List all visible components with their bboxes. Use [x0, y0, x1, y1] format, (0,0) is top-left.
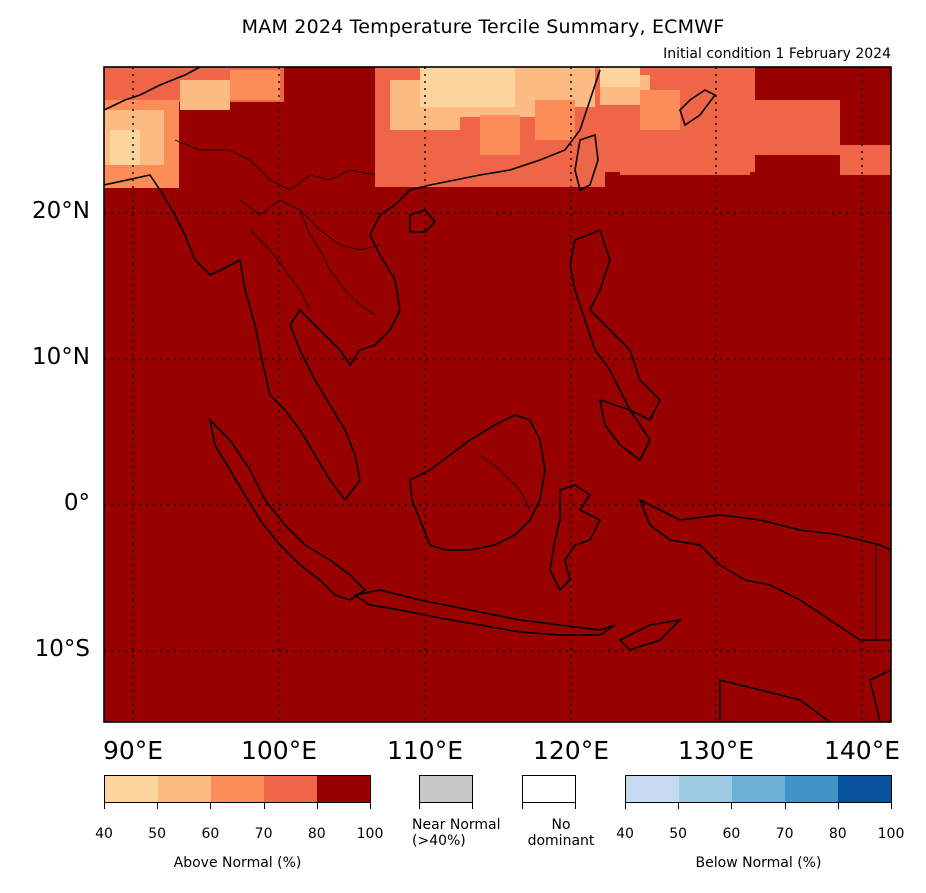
- lon-label-100e: 100°E: [240, 736, 317, 765]
- colorbar-tick: [316, 803, 318, 809]
- colorbar-tick: [731, 803, 733, 809]
- tick: [419, 803, 420, 809]
- colorbar-tick-label: 70: [254, 826, 273, 842]
- colorbar-tick-label: 50: [148, 826, 167, 842]
- coastlines: [104, 67, 891, 722]
- colorbar-tick: [678, 803, 680, 809]
- colorbar-tick: [784, 803, 786, 809]
- probability-cells-lightest: [110, 67, 640, 165]
- lon-label-140e: 140°E: [823, 736, 900, 765]
- colorbar-cell: [317, 776, 370, 802]
- lon-label-130e: 130°E: [677, 736, 754, 765]
- above-normal-label: Above Normal (%): [173, 855, 302, 871]
- tick: [575, 803, 576, 809]
- colorbar-tick-label: 80: [828, 826, 847, 842]
- lon-label-120e: 120°E: [532, 736, 609, 765]
- colorbar-tick: [263, 803, 265, 809]
- colorbar-tick-label: 60: [201, 826, 220, 842]
- colorbar-tick-label: 100: [356, 826, 384, 842]
- colorbar-tick: [157, 803, 159, 809]
- above-normal-colorbar: [104, 775, 371, 803]
- tick: [522, 803, 523, 809]
- colorbar-cell: [158, 776, 211, 802]
- colorbar-tick-label: 80: [307, 826, 326, 842]
- no-dominant-line2: dominant: [527, 833, 595, 849]
- map-subtitle: Initial condition 1 February 2024: [663, 46, 891, 62]
- lat-label-20n: 20°N: [32, 198, 90, 224]
- probability-cells-mid: [230, 70, 680, 155]
- colorbar-cell: [211, 776, 264, 802]
- map-frame: [103, 66, 892, 723]
- colorbar-tick-label: 100: [877, 826, 905, 842]
- colorbar-tick: [210, 803, 212, 809]
- country-borders: [174, 139, 877, 640]
- near-normal-line2: (>40%): [412, 833, 466, 849]
- lat-label-0: 0°: [63, 490, 90, 516]
- lat-label-10n: 10°N: [32, 344, 90, 370]
- colorbar-cell: [838, 776, 891, 802]
- colorbar-cell: [732, 776, 785, 802]
- colorbar-tick: [891, 803, 892, 809]
- colorbar-tick-label: 40: [95, 826, 113, 842]
- no-dominant-swatch: [522, 775, 576, 803]
- colorbar-tick-label: 60: [722, 826, 741, 842]
- no-dominant-label: No dominant: [516, 817, 606, 849]
- colorbar-cell: [264, 776, 317, 802]
- near-normal-swatch: [419, 775, 473, 803]
- lon-label-90e: 90°E: [102, 736, 164, 765]
- no-dominant-line1: No: [551, 817, 571, 833]
- below-normal-label: Below Normal (%): [695, 855, 822, 871]
- colorbar-tick: [104, 803, 105, 809]
- tick: [472, 803, 473, 809]
- lat-label-10s: 10°S: [34, 636, 90, 662]
- map-title: MAM 2024 Temperature Tercile Summary, EC…: [241, 16, 725, 38]
- lon-label-110e: 110°E: [386, 736, 463, 765]
- near-normal-line1: Near Normal: [412, 817, 501, 833]
- colorbar-cell: [679, 776, 732, 802]
- colorbar-cell: [105, 776, 158, 802]
- colorbar-tick: [625, 803, 626, 809]
- colorbar-tick-label: 50: [669, 826, 688, 842]
- near-normal-label: Near Normal (>40%): [412, 817, 532, 849]
- colorbar-cell: [626, 776, 679, 802]
- colorbar-tick: [370, 803, 371, 809]
- below-normal-colorbar: [625, 775, 892, 803]
- colorbar-tick: [837, 803, 839, 809]
- colorbar-tick-label: 40: [616, 826, 634, 842]
- colorbar-cell: [785, 776, 838, 802]
- gridlines: [104, 67, 891, 722]
- colorbar-tick-label: 70: [775, 826, 794, 842]
